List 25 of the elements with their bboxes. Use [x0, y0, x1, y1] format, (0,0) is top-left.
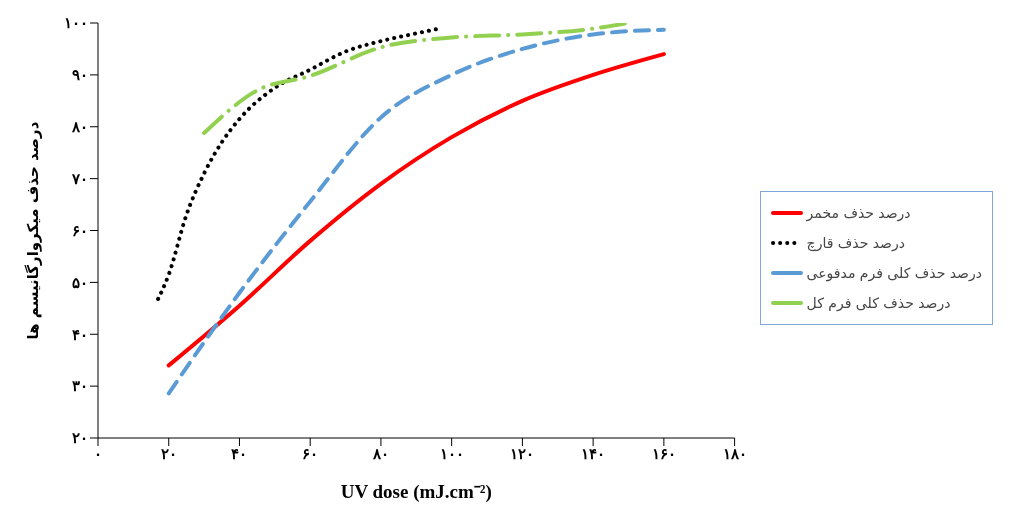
- x-tick-label: ۱۲۰: [510, 445, 535, 462]
- y-tick-label: ۲۰: [72, 430, 88, 447]
- x-tick-label: ۱۸۰: [722, 445, 747, 462]
- x-tick-label: ۴۰: [231, 445, 248, 462]
- legend-label: درصد حذف کلی فرم کل: [806, 295, 951, 311]
- x-tick-label: ۰: [94, 445, 102, 462]
- x-tick-label: ۱۴۰: [581, 445, 606, 462]
- y-tick-label: ۴۰: [72, 326, 88, 343]
- x-tick-label: ۸۰: [371, 445, 389, 462]
- y-tick-label: ۳۰: [72, 378, 88, 395]
- x-axis-title: UV dose (mJ.cm⁻²): [340, 481, 492, 503]
- y-tick-label: ۹۰: [72, 67, 88, 84]
- legend-label: درصد حذف کلی فرم مدفوعی: [806, 265, 982, 281]
- x-tick-label: ۱۶۰: [651, 445, 676, 462]
- x-tick-label: ۶۰: [302, 445, 319, 462]
- x-tick-label: ۱۰۰: [439, 445, 464, 462]
- y-tick-label: ۸۰: [71, 119, 88, 136]
- y-axis-title: درصد حذف میکروارگانیسم ها: [24, 121, 43, 340]
- y-tick-label: ۷۰: [71, 170, 88, 187]
- y-tick-label: ۵۰: [72, 274, 88, 291]
- legend-label: درصد حذف مخمر: [806, 205, 911, 221]
- legend-label: درصد حذف قارچ: [806, 235, 905, 251]
- x-tick-label: ۲۰: [160, 445, 177, 462]
- y-tick-label: ۶۰: [72, 222, 88, 239]
- y-tick-label: ۱۰۰: [64, 15, 88, 32]
